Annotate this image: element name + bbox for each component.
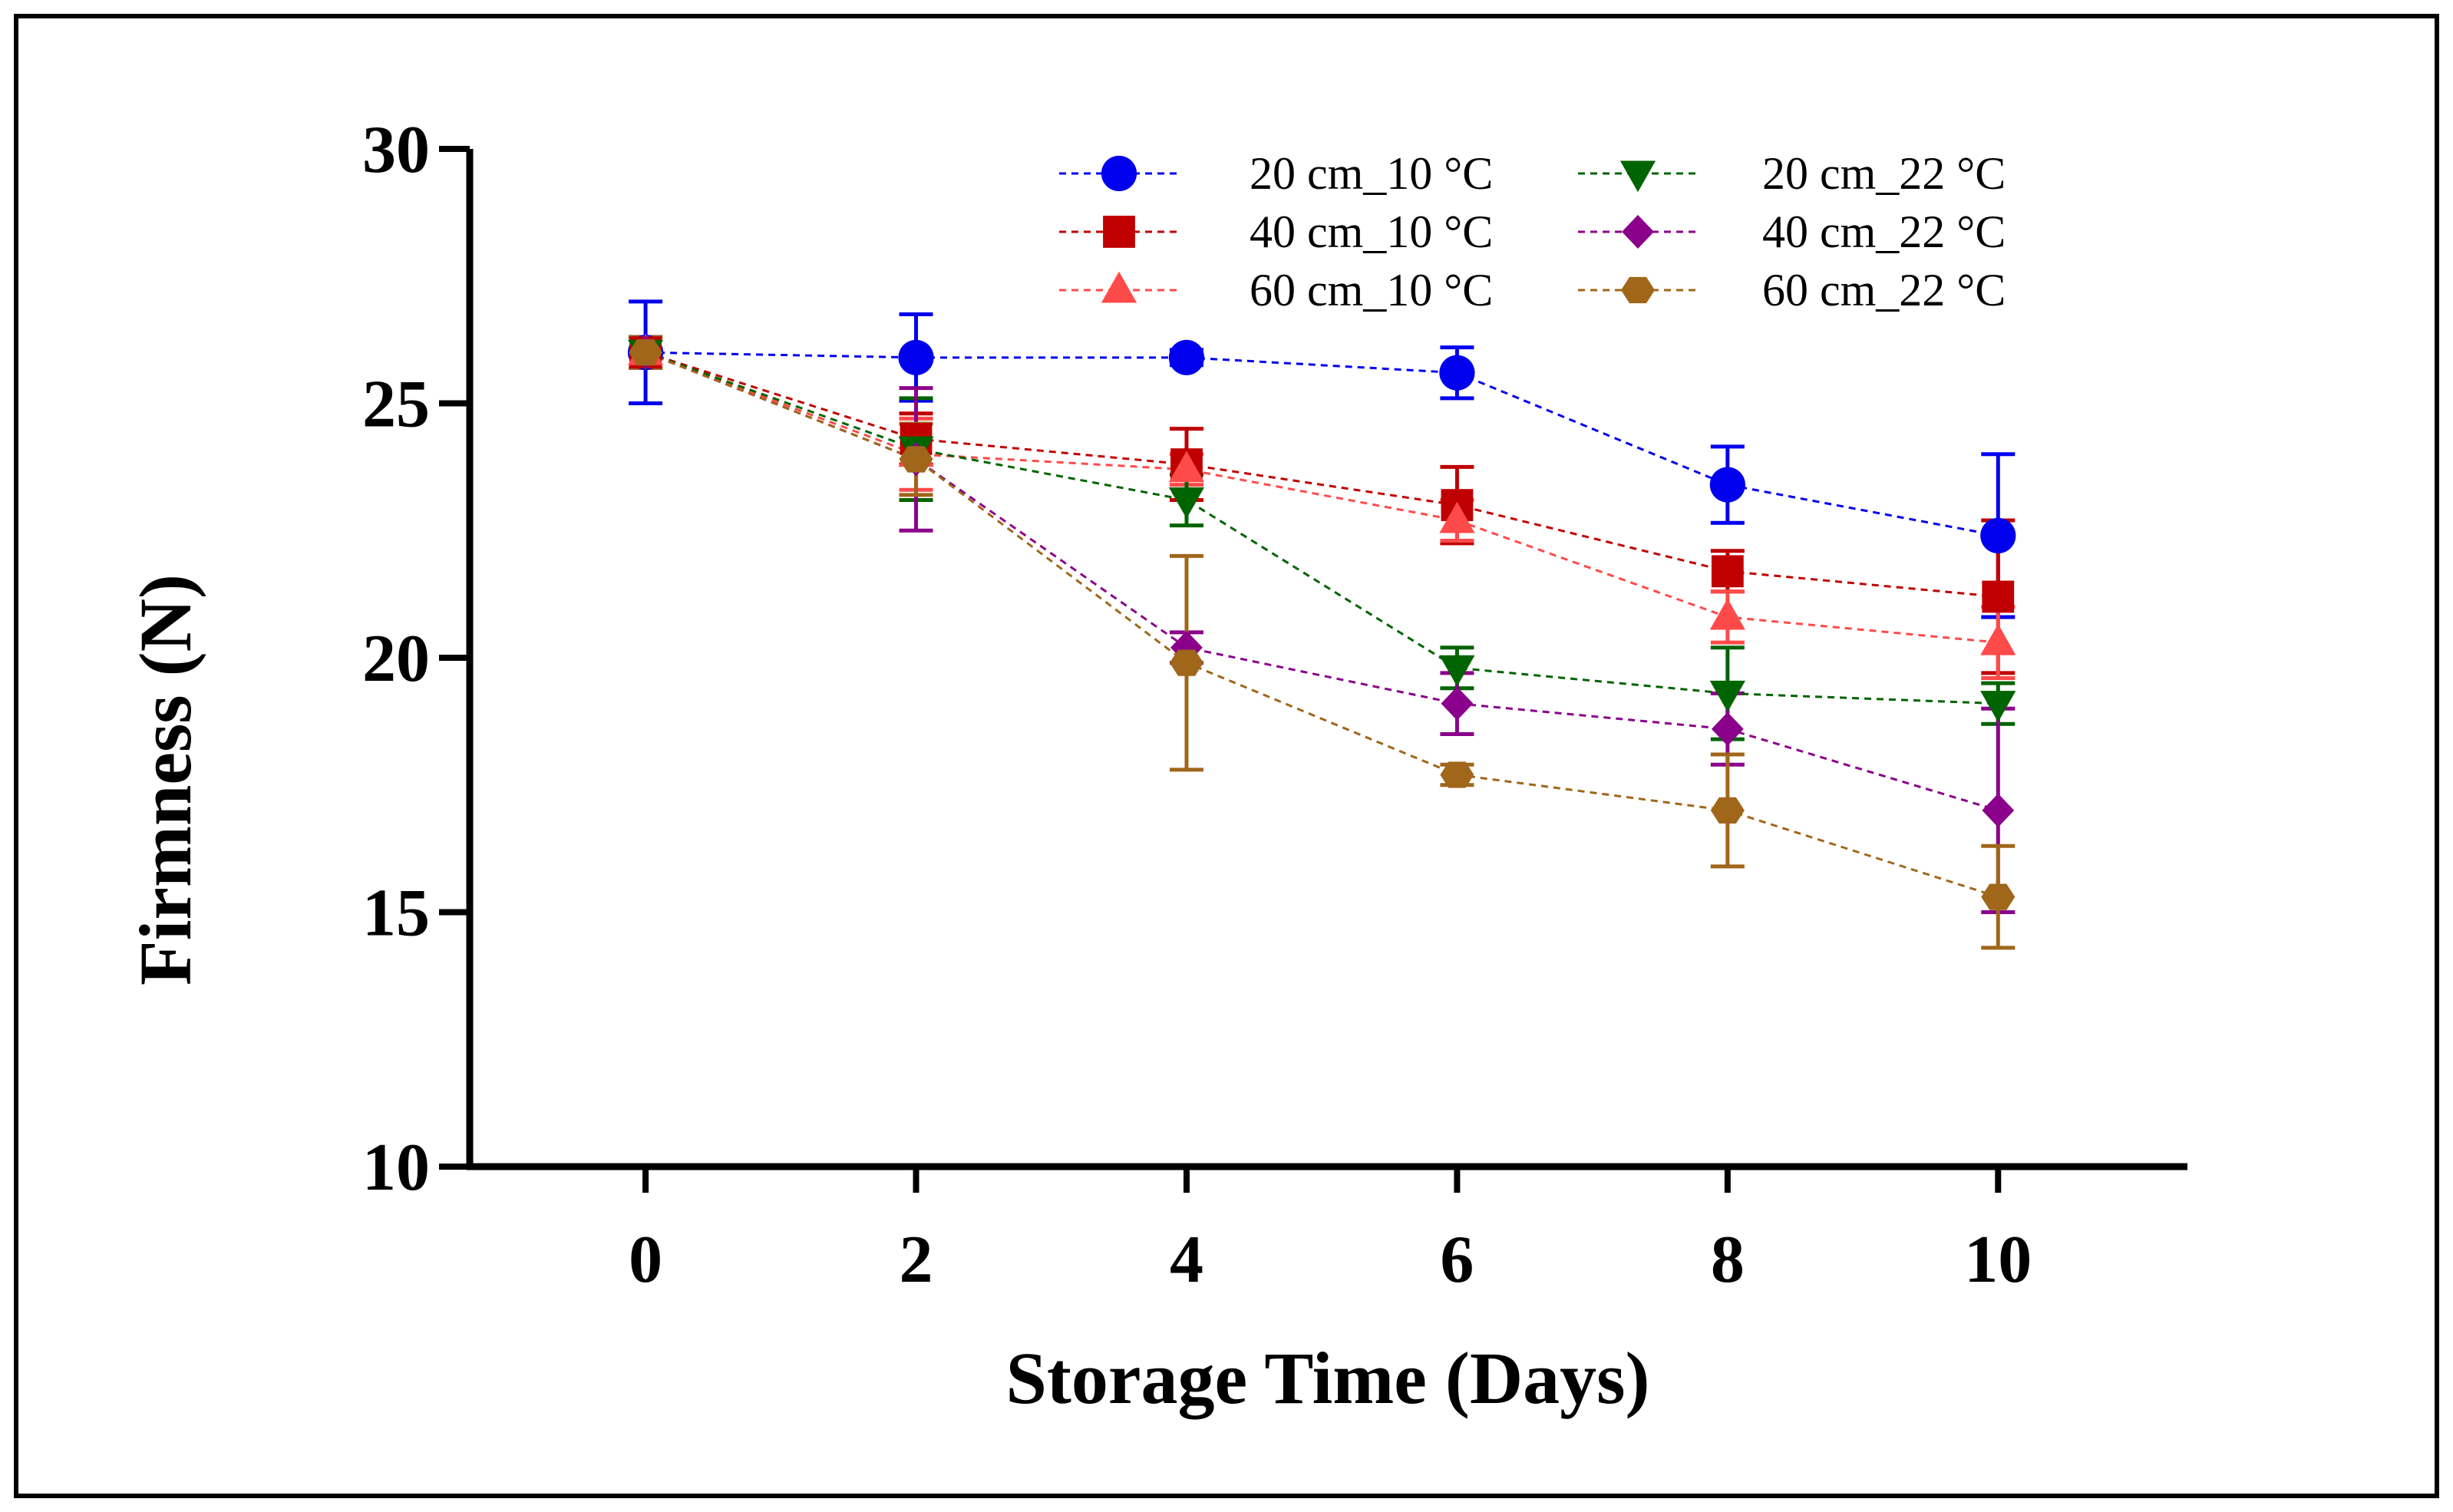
data-point-60-cm-10-c — [1168, 451, 1205, 483]
legend-label-60-cm-10-c: 60 cm_10 °C — [1250, 265, 1493, 315]
x-tick-label: 6 — [1440, 1223, 1474, 1297]
legend-label-20-cm-22-c: 20 cm_22 °C — [1762, 148, 2006, 199]
legend-label-40-cm-10-c: 40 cm_10 °C — [1250, 206, 1493, 257]
series-line-60-cm-22-c — [645, 351, 1999, 899]
y-tick-label: 20 — [362, 622, 430, 696]
data-point-20-cm-10-c — [1439, 355, 1475, 391]
y-tick-label: 30 — [362, 113, 430, 187]
series-line-60-cm-10-c — [645, 351, 1999, 644]
legend-marker-60-cm-10-c — [1101, 271, 1137, 303]
data-point-40-cm-22-c — [1441, 686, 1474, 721]
series-line-20-cm-22-c — [645, 351, 1999, 705]
legend-marker-40-cm-10-c — [1103, 216, 1135, 248]
data-point-60-cm-10-c — [1439, 501, 1475, 533]
x-tick-label: 2 — [900, 1223, 933, 1297]
legend-label-60-cm-22-c: 60 cm_22 °C — [1762, 265, 2006, 315]
data-point-40-cm-22-c — [1982, 793, 2015, 827]
legend-marker-40-cm-22-c — [1622, 215, 1654, 249]
y-tick-label: 10 — [362, 1131, 430, 1205]
data-point-20-cm-22-c — [1168, 487, 1205, 519]
x-tick-label: 10 — [1964, 1223, 2032, 1297]
legend-marker-20-cm-22-c — [1619, 160, 1656, 193]
data-point-40-cm-10-c — [1711, 555, 1744, 588]
x-axis-title: Storage Time (Days) — [1005, 1337, 1649, 1419]
y-axis-title: Firmness (N) — [124, 574, 206, 985]
data-point-60-cm-22-c — [1710, 797, 1745, 824]
data-point-20-cm-22-c — [1709, 680, 1745, 712]
data-point-60-cm-22-c — [1981, 883, 2016, 910]
data-point-20-cm-22-c — [1439, 655, 1475, 687]
data-point-40-cm-22-c — [1711, 711, 1744, 746]
x-tick-label: 8 — [1711, 1223, 1745, 1297]
series-line-20-cm-10-c — [645, 351, 1999, 537]
data-point-20-cm-10-c — [1980, 517, 2016, 553]
y-tick-label: 15 — [362, 876, 430, 951]
data-point-20-cm-22-c — [1980, 691, 2016, 722]
data-point-20-cm-10-c — [898, 339, 934, 375]
legend-label-20-cm-10-c: 20 cm_10 °C — [1250, 148, 1493, 199]
data-point-20-cm-10-c — [1709, 467, 1745, 503]
legend: 20 cm_10 °C 40 cm_10 °C 60 cm_10 °C 20 cm_2… — [1059, 148, 2006, 315]
series-line-40-cm-22-c — [645, 351, 1999, 812]
data-point-60-cm-10-c — [1709, 598, 1745, 630]
x-tick-label: 0 — [629, 1223, 662, 1297]
data-point-60-cm-22-c — [1440, 761, 1474, 788]
y-tick-label: 25 — [362, 368, 430, 442]
legend-marker-20-cm-10-c — [1101, 155, 1137, 192]
data-point-20-cm-10-c — [1168, 339, 1205, 375]
data-point-60-cm-10-c — [1980, 623, 2016, 655]
data-point-60-cm-22-c — [899, 446, 933, 473]
data-point-60-cm-22-c — [1169, 649, 1203, 676]
figure-border — [14, 14, 2439, 1498]
data-point-60-cm-22-c — [629, 339, 663, 366]
x-tick-label: 4 — [1170, 1223, 1203, 1297]
legend-marker-60-cm-22-c — [1621, 276, 1655, 304]
series-line-40-cm-10-c — [645, 351, 1999, 598]
legend-label-40-cm-22-c: 40 cm_22 °C — [1762, 206, 2006, 257]
data-point-40-cm-10-c — [1982, 580, 2015, 613]
